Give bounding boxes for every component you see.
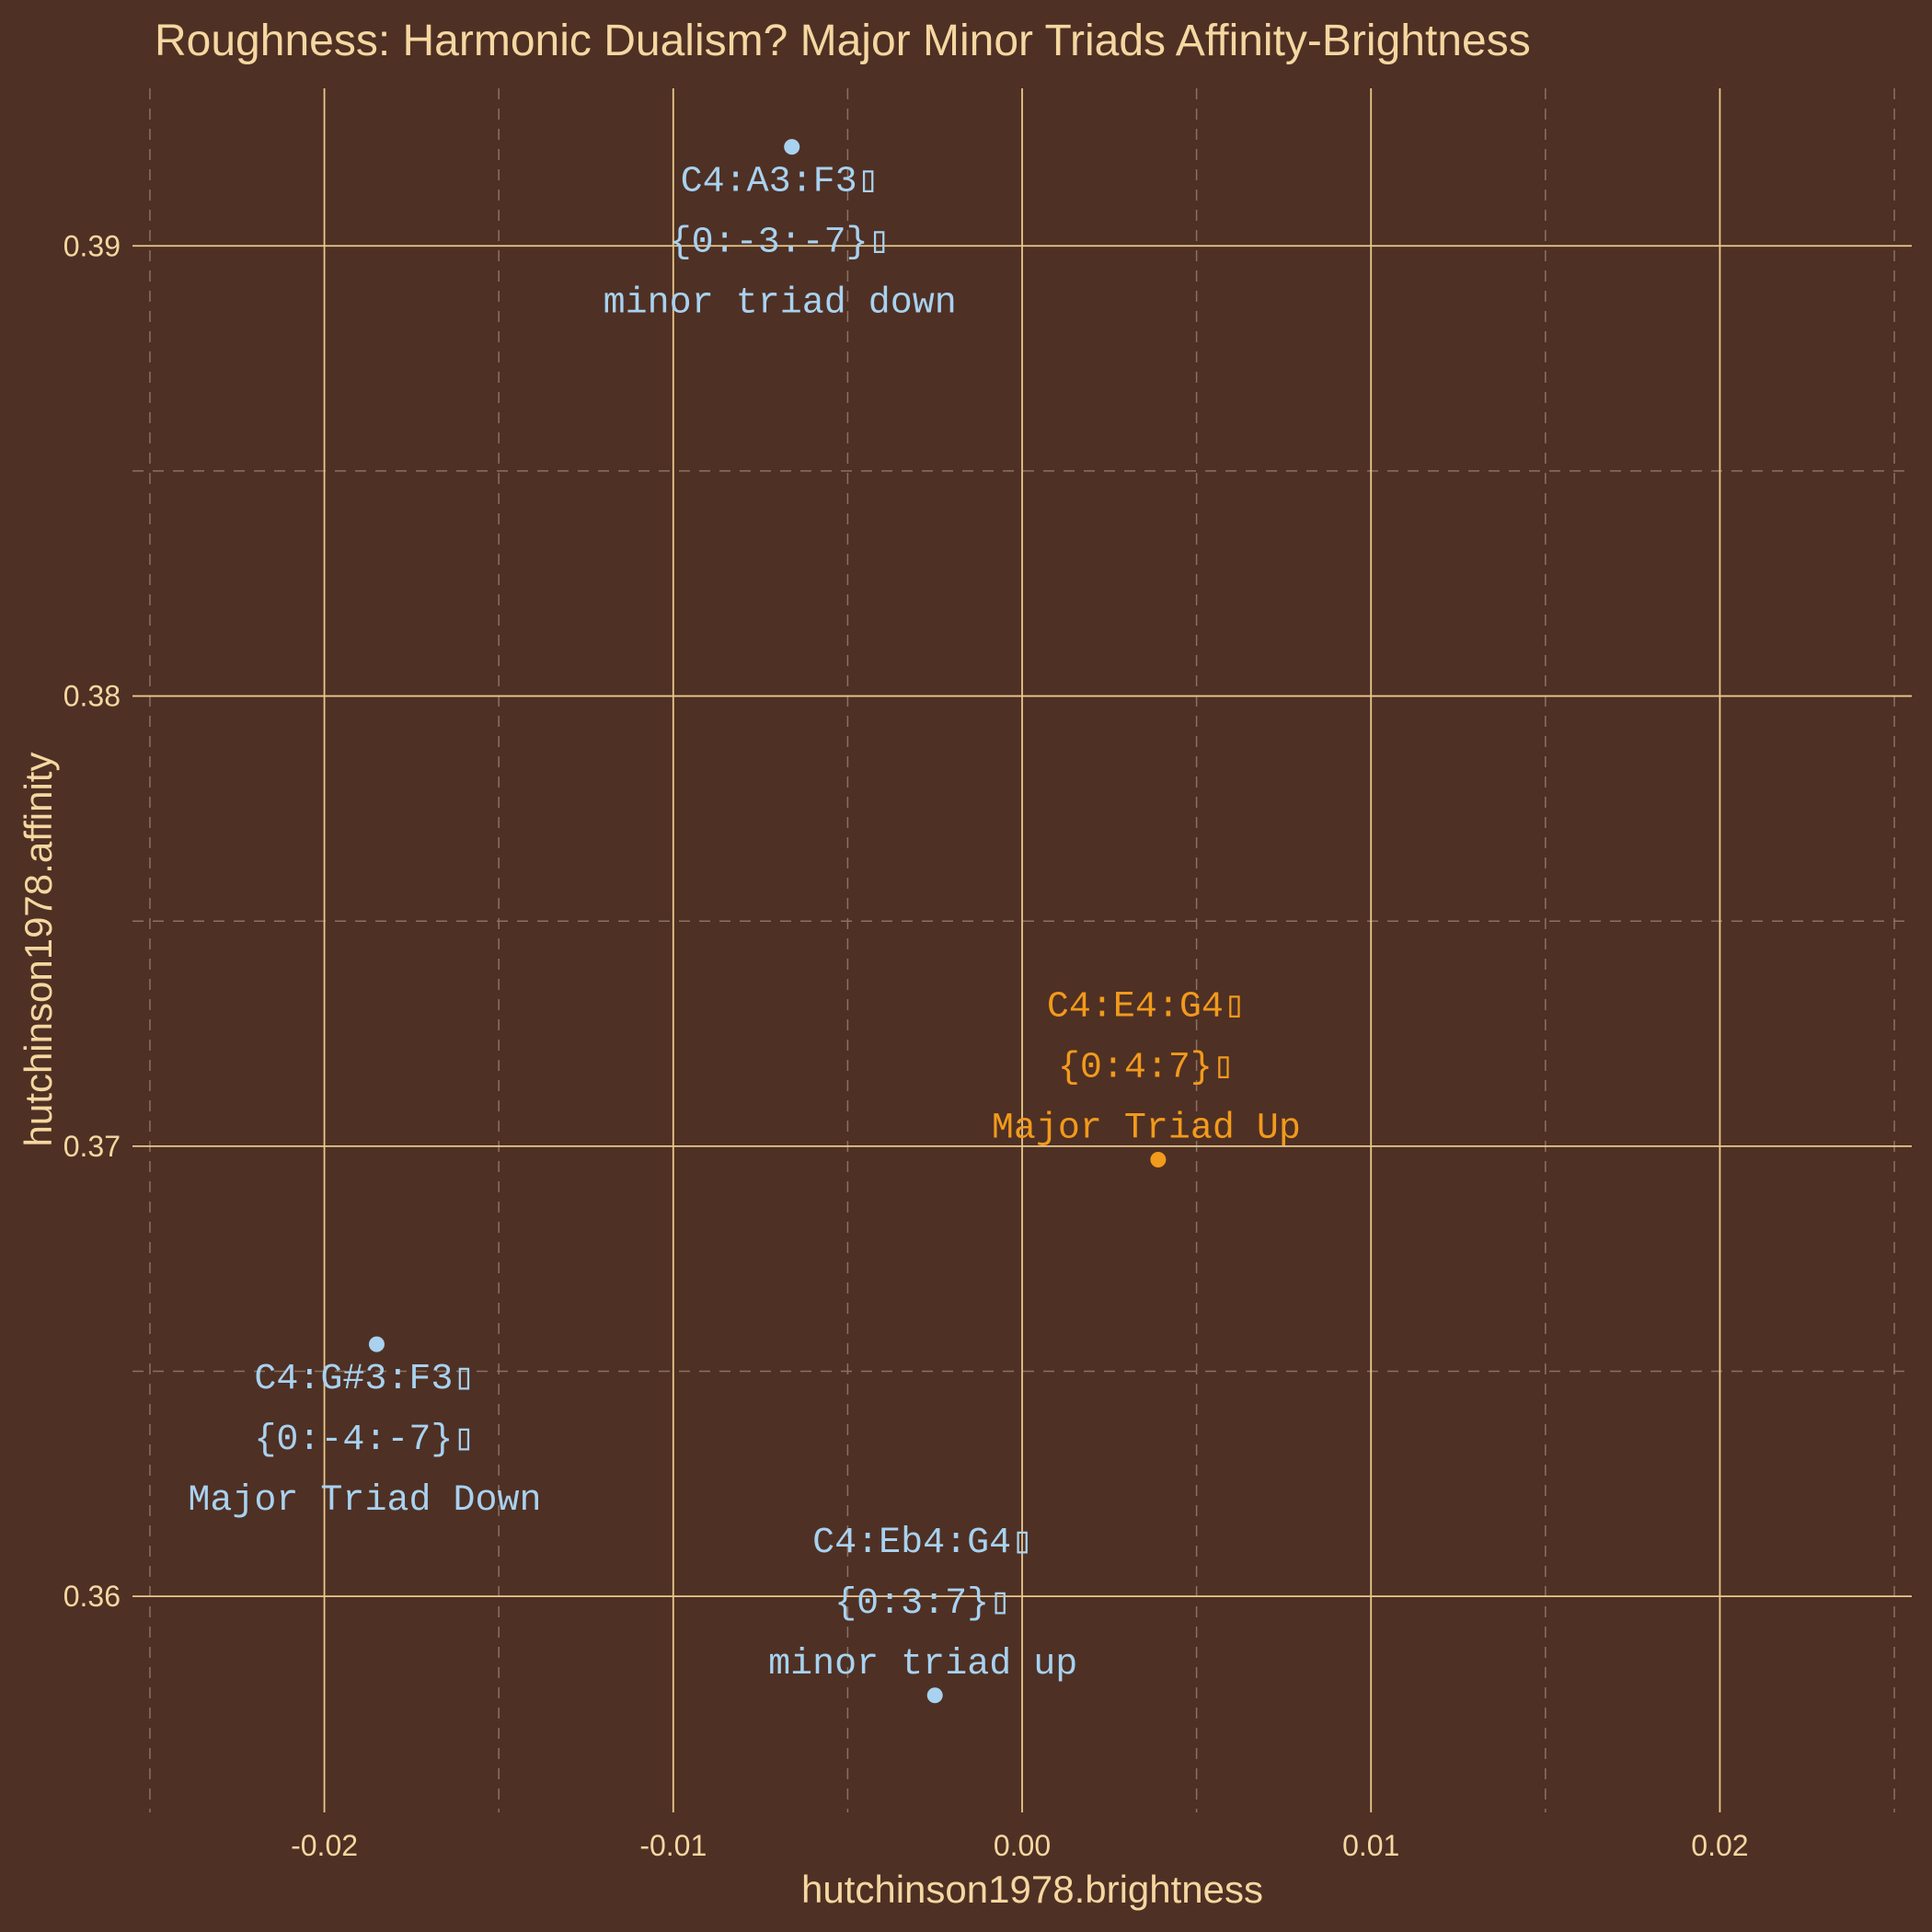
tick-labels: -0.02 -0.01 0.00 0.01 0.02 0.36 0.37 0.38 0.39 [63, 229, 1749, 1862]
y-tick-label: 0.36 [63, 1580, 121, 1613]
x-tick-label: 0.01 [1342, 1829, 1399, 1862]
point-label: C4:G#3:F3▯ [254, 1359, 475, 1400]
point-label: minor triad down [604, 283, 957, 325]
point-label: C4:Eb4:G4▯ [812, 1523, 1033, 1564]
major-gridlines [132, 88, 1912, 1812]
x-tick-label: 0.02 [1691, 1829, 1748, 1862]
scatter-point [784, 139, 800, 155]
data-points [368, 139, 1167, 1704]
y-axis-title: hutchinson1978.affinity [17, 753, 60, 1147]
x-tick-label: -0.01 [639, 1829, 707, 1862]
point-label: Major Triad Up [992, 1109, 1301, 1150]
chart-title: Roughness: Harmonic Dualism? Major Minor… [155, 17, 1531, 65]
point-label: C4:E4:G4▯ [1047, 987, 1246, 1029]
x-tick-label: -0.02 [291, 1829, 358, 1862]
y-tick-label: 0.37 [63, 1130, 121, 1163]
point-label: C4:A3:F3▯ [681, 162, 880, 203]
point-label: minor triad up [768, 1644, 1077, 1685]
point-label: Major Triad Down [188, 1480, 541, 1522]
point-labels: C4:A3:F3▯ {0:-3:-7}▯ minor triad down C4:E4… [188, 162, 1301, 1685]
point-label: {0:-3:-7}▯ [670, 223, 891, 264]
point-label: {0:-4:-7}▯ [254, 1420, 475, 1461]
scatter-point [1150, 1152, 1167, 1168]
scatter-point [926, 1687, 943, 1704]
point-label: {0:4:7}▯ [1058, 1048, 1235, 1089]
minor-gridlines [132, 88, 1912, 1812]
x-axis-title: hutchinson1978.brightness [801, 1868, 1263, 1911]
y-tick-label: 0.39 [63, 229, 121, 262]
x-tick-label: 0.00 [994, 1829, 1051, 1862]
y-tick-label: 0.38 [63, 680, 121, 713]
scatter-point [368, 1336, 385, 1352]
point-label: {0:3:7}▯ [834, 1583, 1011, 1625]
